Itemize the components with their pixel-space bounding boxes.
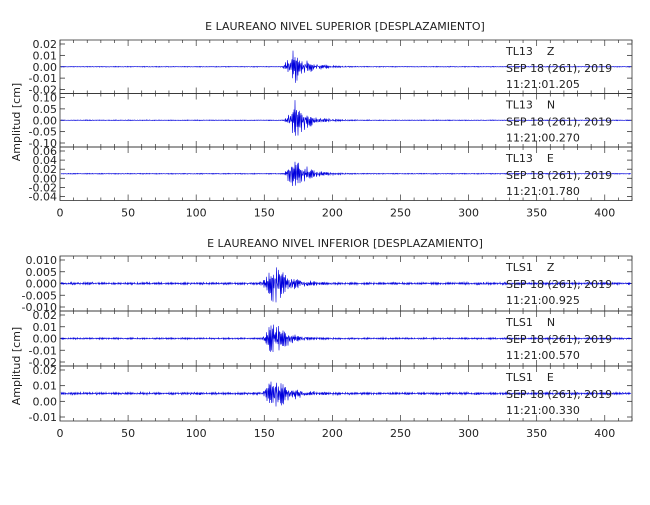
- station-component-label: TL13 N: [505, 99, 555, 112]
- station-label: TLS1: [505, 316, 533, 329]
- x-tick-label: 100: [186, 427, 207, 440]
- y-tick-label: -0.04: [29, 191, 57, 204]
- station-label: TL13: [505, 152, 533, 165]
- time-label: 11:21:01.205: [506, 78, 580, 91]
- seismic-trace: [60, 50, 632, 83]
- date-label: SEP 18 (261), 2019: [506, 333, 612, 346]
- station-component-label: TL13 E: [505, 152, 554, 165]
- y-tick-label: 0.02: [33, 364, 58, 377]
- y-tick-label: -0.01: [29, 411, 57, 424]
- x-tick-label: 300: [458, 207, 479, 220]
- y-tick-label: -0.01: [29, 72, 57, 85]
- y-tick-label: 0.04: [33, 154, 58, 167]
- y-tick-label: 0.02: [33, 309, 58, 322]
- upper-chart-title: E LAUREANO NIVEL SUPERIOR [DESPLAZAMIENT…: [205, 20, 485, 33]
- station-component-label: TL13 Z: [505, 45, 555, 58]
- seismic-trace: [60, 100, 632, 136]
- y-tick-label: 0.00: [33, 395, 58, 408]
- upper-ylabel: Amplitud [cm]: [10, 83, 23, 161]
- y-tick-label: 0.02: [33, 163, 58, 176]
- x-tick-label: 100: [186, 207, 207, 220]
- seismic-trace: [60, 267, 632, 303]
- date-label: SEP 18 (261), 2019: [506, 116, 612, 129]
- panel-tls1-e: 0.02 0.01 0.00 -0.01 TLS1 E SEP 18 (261), 2019…: [29, 364, 633, 424]
- component-label: E: [547, 371, 554, 384]
- x-tick-label: 0: [57, 207, 64, 220]
- y-tick-label: 0.00: [33, 172, 58, 185]
- y-tick-label: -0.10: [29, 137, 57, 150]
- panel-tl13-n: 0.100.050.00-0.05-0.10 TL13 N SEP 18 (261),…: [29, 92, 633, 150]
- component-label: N: [547, 99, 555, 112]
- y-tick-label: 0.01: [33, 49, 58, 62]
- lower-ylabel: Amplitud [cm]: [10, 327, 23, 405]
- x-tick-label: 150: [254, 207, 275, 220]
- y-tick-label: 0.005: [26, 266, 58, 279]
- y-tick-label: 0.05: [33, 103, 58, 116]
- station-component-label: TLS1 N: [505, 316, 555, 329]
- station-label: TLS1: [505, 261, 533, 274]
- component-label: N: [547, 316, 555, 329]
- y-tick-label: -0.02: [29, 356, 57, 369]
- station-label: TL13: [505, 45, 533, 58]
- x-tick-label: 200: [322, 427, 343, 440]
- station-label: TL13: [505, 99, 533, 112]
- lower-chart-title: E LAUREANO NIVEL INFERIOR [DESPLAZAMIENT…: [207, 237, 483, 250]
- date-label: SEP 18 (261), 2019: [506, 169, 612, 182]
- x-tick-label: 200: [322, 207, 343, 220]
- station-component-label: TLS1 Z: [505, 261, 555, 274]
- time-label: 11:21:00.570: [506, 349, 580, 362]
- panel-tls1-n: 0.020.010.00-0.01-0.02 TLS1 N SEP 18 (261),…: [29, 309, 633, 369]
- date-label: SEP 18 (261), 2019: [506, 388, 612, 401]
- y-tick-label: 0.00: [33, 114, 58, 127]
- y-tick-label: -0.01: [29, 344, 57, 357]
- x-tick-label: 50: [121, 207, 135, 220]
- x-tick-label: 250: [390, 207, 411, 220]
- seismic-trace: [60, 324, 632, 353]
- time-label: 11:21:01.780: [506, 185, 580, 198]
- component-label: Z: [547, 261, 555, 274]
- x-tick-label: 250: [390, 427, 411, 440]
- y-tick-label: 0.010: [26, 254, 58, 267]
- x-tick-label: 150: [254, 427, 275, 440]
- y-tick-label: -0.005: [22, 289, 57, 302]
- y-tick-label: -0.02: [29, 84, 57, 97]
- y-tick-label: 0.02: [33, 38, 58, 51]
- x-tick-label: 350: [526, 207, 547, 220]
- x-tick-label: 300: [458, 427, 479, 440]
- y-tick-label: -0.010: [22, 301, 57, 314]
- station-component-label: TLS1 E: [505, 371, 554, 384]
- date-label: SEP 18 (261), 2019: [506, 278, 612, 291]
- component-label: E: [547, 152, 554, 165]
- time-label: 11:21:00.270: [506, 132, 580, 145]
- x-tick-label: 400: [594, 207, 615, 220]
- seismic-trace: [60, 161, 632, 187]
- time-label: 11:21:00.925: [506, 294, 580, 307]
- y-tick-label: -0.02: [29, 181, 57, 194]
- y-tick-label: 0.000: [26, 278, 58, 291]
- y-tick-label: 0.06: [33, 145, 58, 158]
- station-label: TLS1: [505, 371, 533, 384]
- y-tick-label: 0.10: [33, 92, 58, 105]
- panel-tl13-z: 0.020.010.00-0.01-0.02 TL13 Z SEP 18 (261),…: [29, 38, 633, 97]
- time-label: 11:21:00.330: [506, 404, 580, 417]
- seismic-trace: [60, 381, 632, 407]
- y-tick-label: 0.01: [33, 380, 58, 393]
- x-tick-label: 0: [57, 427, 64, 440]
- y-tick-label: -0.05: [29, 126, 57, 139]
- y-tick-label: 0.00: [33, 61, 58, 74]
- y-tick-label: 0.00: [33, 333, 58, 346]
- x-tick-label: 400: [594, 427, 615, 440]
- component-label: Z: [547, 45, 555, 58]
- y-tick-label: 0.01: [33, 321, 58, 334]
- date-label: SEP 18 (261), 2019: [506, 62, 612, 75]
- x-tick-label: 50: [121, 427, 135, 440]
- panel-tl13-e: 0.060.040.020.00-0.02-0.04 TL13 E SEP 18 (2…: [29, 145, 633, 204]
- x-tick-label: 350: [526, 427, 547, 440]
